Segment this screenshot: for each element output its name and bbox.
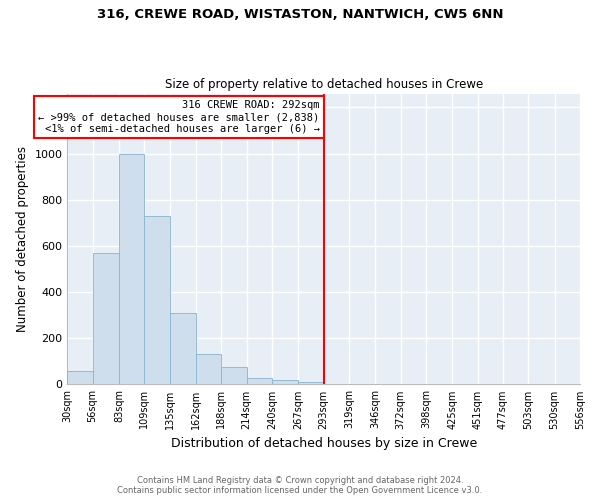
Bar [144,216,170,384]
Text: Contains HM Land Registry data © Crown copyright and database right 2024.
Contai: Contains HM Land Registry data © Crown c… [118,476,482,495]
Bar [119,154,144,384]
Bar [272,380,298,384]
Bar [67,372,92,384]
Bar [247,378,272,384]
Bar [170,313,196,384]
X-axis label: Distribution of detached houses by size in Crewe: Distribution of detached houses by size … [170,437,477,450]
Bar [92,253,119,384]
Text: 316 CREWE ROAD: 292sqm
← >99% of detached houses are smaller (2,838)
<1% of semi: 316 CREWE ROAD: 292sqm ← >99% of detache… [38,100,320,134]
Bar [221,367,247,384]
Y-axis label: Number of detached properties: Number of detached properties [16,146,29,332]
Text: 316, CREWE ROAD, WISTASTON, NANTWICH, CW5 6NN: 316, CREWE ROAD, WISTASTON, NANTWICH, CW… [97,8,503,20]
Bar [298,382,323,384]
Bar [196,354,221,384]
Title: Size of property relative to detached houses in Crewe: Size of property relative to detached ho… [164,78,483,91]
